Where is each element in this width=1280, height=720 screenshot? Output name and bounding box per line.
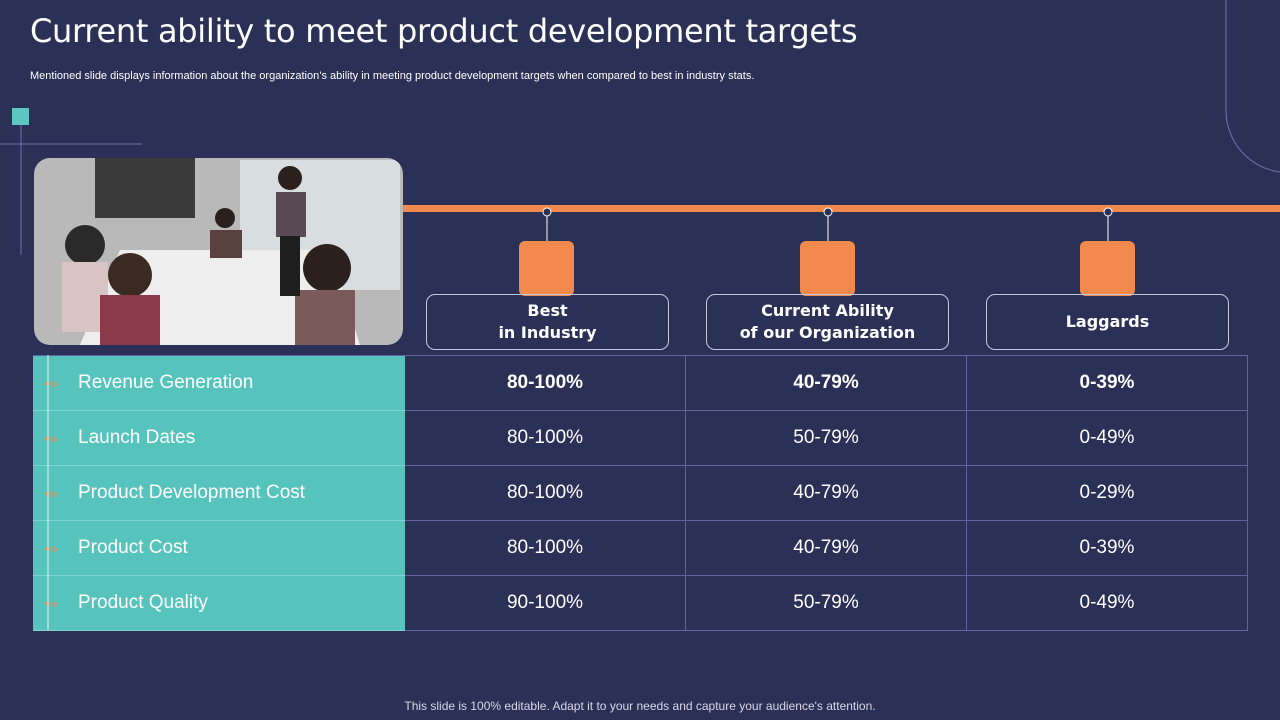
header-line: in Industry bbox=[498, 323, 597, 342]
icon-bg bbox=[800, 241, 855, 296]
table-cell: 80-100% bbox=[405, 521, 686, 576]
row-label: Product Development Cost •» bbox=[33, 466, 405, 521]
table-cell: 40-79% bbox=[686, 521, 967, 576]
photo bbox=[34, 158, 403, 345]
deco-arc bbox=[1225, 0, 1280, 173]
timeline-bar bbox=[403, 205, 1280, 212]
teal-square bbox=[12, 108, 29, 125]
table-row: Launch Dates •» 80-100% 50-79% 0-49% bbox=[33, 411, 1248, 466]
column-header: Current Ability of our Organization bbox=[706, 294, 949, 350]
footer: This slide is 100% editable. Adapt it to… bbox=[404, 699, 876, 713]
table-row: Revenue Generation •» 80-100% 40-79% 0-39% bbox=[33, 356, 1248, 411]
table-cell: 0-39% bbox=[967, 356, 1248, 411]
bullet-icon: •» bbox=[45, 375, 58, 391]
bullet-icon: •» bbox=[45, 540, 58, 556]
table-cell: 90-100% bbox=[405, 576, 686, 631]
table: Revenue Generation •» 80-100% 40-79% 0-39% La… bbox=[33, 355, 1248, 631]
table-cell: 80-100% bbox=[405, 466, 686, 521]
row-label: Product Cost •» bbox=[33, 521, 405, 576]
title: Current ability to meet product developm… bbox=[30, 12, 858, 50]
connectors bbox=[542, 207, 1113, 241]
table-row: Product Development Cost •» 80-100% 40-79% 0… bbox=[33, 466, 1248, 521]
row-label: Product Quality •» bbox=[33, 576, 405, 631]
table-cell: 50-79% bbox=[686, 576, 967, 631]
table-cell: 0-49% bbox=[967, 576, 1248, 631]
header-line: of our Organization bbox=[739, 323, 916, 342]
header-line: Best bbox=[527, 301, 568, 320]
table-cell: 0-29% bbox=[967, 466, 1248, 521]
bullet-icon: •» bbox=[45, 485, 58, 501]
table-cell: 40-79% bbox=[686, 466, 967, 521]
bullet-icon: •» bbox=[45, 430, 58, 446]
bullet-icon: •» bbox=[45, 595, 58, 611]
table-cell: 80-100% bbox=[405, 411, 686, 466]
icon-bg bbox=[1080, 241, 1135, 296]
table-cell: 50-79% bbox=[686, 411, 967, 466]
table-cell: 0-49% bbox=[967, 411, 1248, 466]
table-cell: 80-100% bbox=[405, 356, 686, 411]
column-header: Best in Industry bbox=[426, 294, 669, 350]
column-header: Laggards bbox=[986, 294, 1229, 350]
header-line: Laggards bbox=[1065, 312, 1150, 331]
table-row: Product Cost •» 80-100% 40-79% 0-39% bbox=[33, 521, 1248, 576]
table-cell: 40-79% bbox=[686, 356, 967, 411]
row-label: Revenue Generation •» bbox=[33, 356, 405, 411]
table-cell: 0-39% bbox=[967, 521, 1248, 576]
row-label: Launch Dates •» bbox=[33, 411, 405, 466]
icon-bg bbox=[519, 241, 574, 296]
header-line: Current Ability bbox=[761, 301, 894, 320]
table-row: Product Quality •» 90-100% 50-79% 0-49% bbox=[33, 576, 1248, 631]
subtitle: Mentioned slide displays information abo… bbox=[30, 70, 755, 82]
